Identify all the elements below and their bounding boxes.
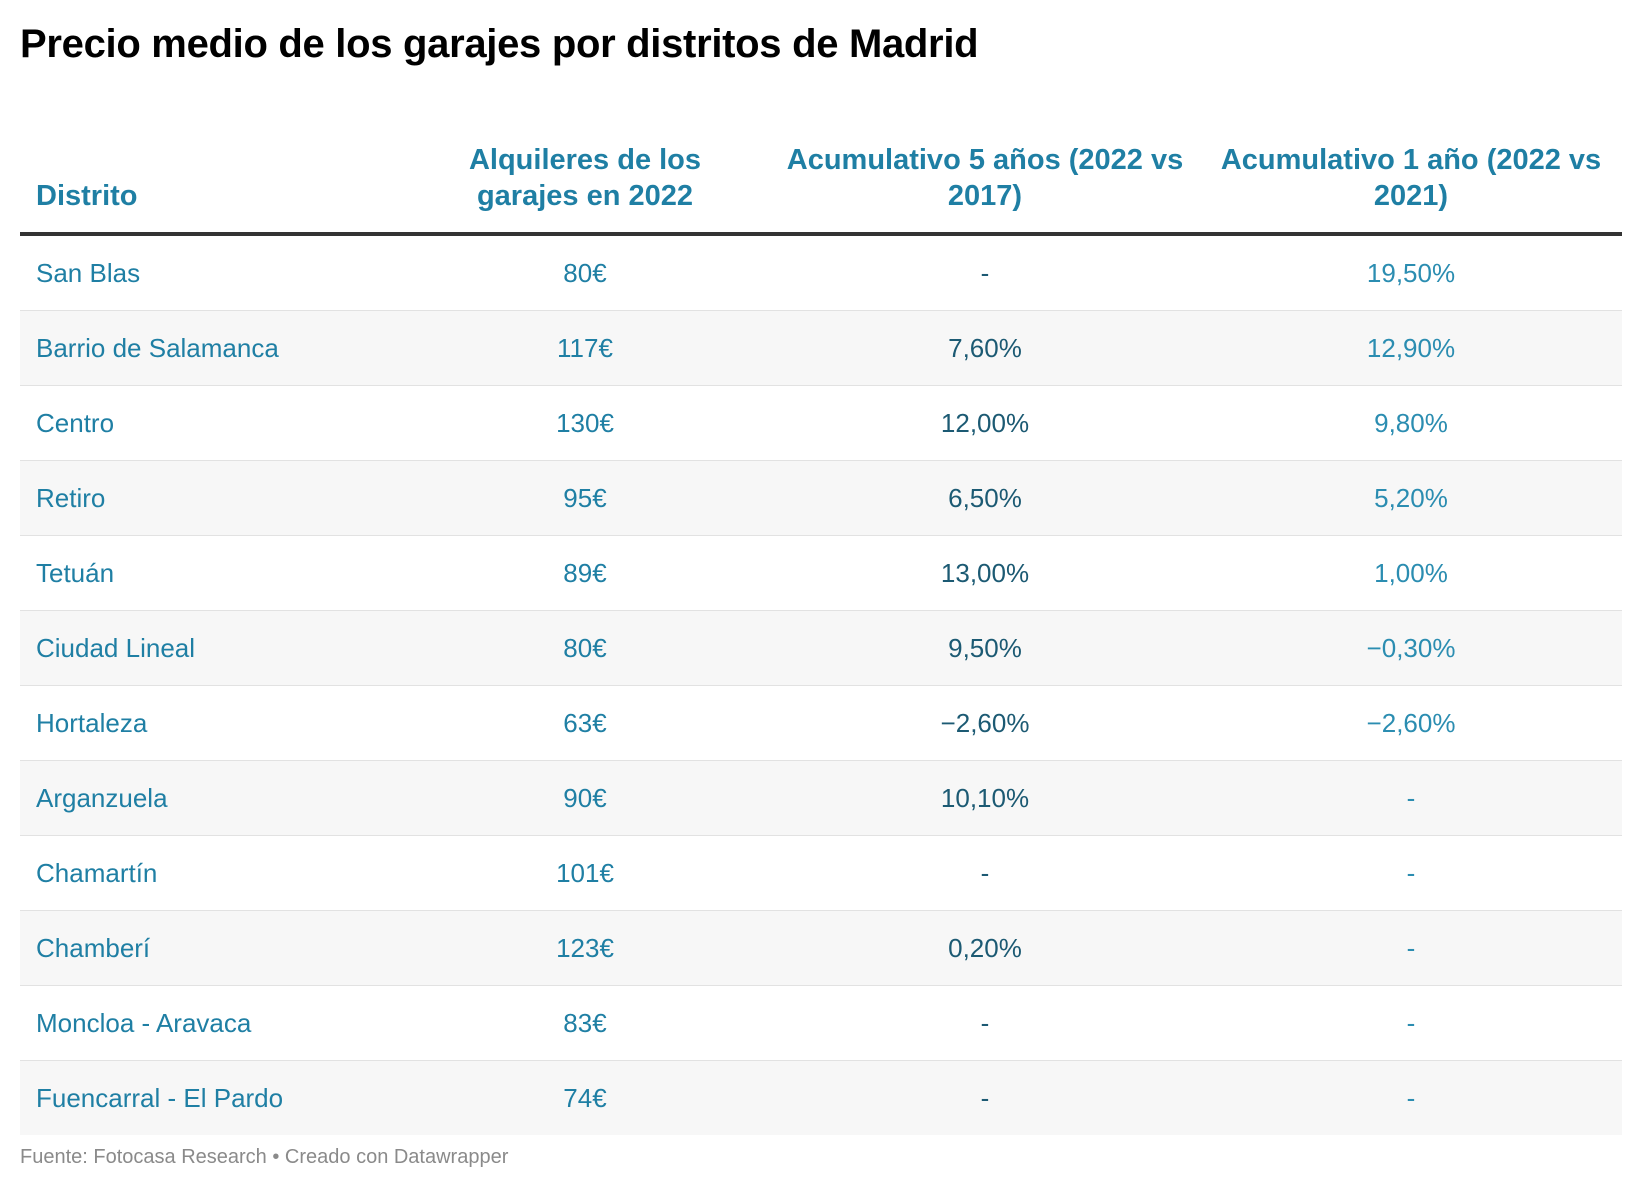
- cell-acumulativo-1-ano: 9,80%: [1200, 385, 1622, 461]
- cell-distrito: Hortaleza: [20, 685, 400, 761]
- table-row: Arganzuela 90€ 10,10% -: [20, 760, 1622, 836]
- cell-alquiler-2022: 117€: [400, 310, 770, 386]
- chart-title: Precio medio de los garajes por distrito…: [20, 22, 979, 66]
- table-row: Ciudad Lineal 80€ 9,50% −0,30%: [20, 610, 1622, 686]
- cell-acumulativo-1-ano: −2,60%: [1200, 685, 1622, 761]
- cell-acumulativo-5-anos: -: [770, 985, 1200, 1061]
- source-note: Fuente: Fotocasa Research • Creado con D…: [20, 1146, 509, 1168]
- cell-acumulativo-1-ano: 12,90%: [1200, 310, 1622, 386]
- cell-distrito: Moncloa - Aravaca: [20, 985, 400, 1061]
- cell-alquiler-2022: 74€: [400, 1060, 770, 1135]
- column-header-acumulativo-5-anos[interactable]: Acumulativo 5 años (2022 vs 2017): [770, 118, 1200, 236]
- cell-acumulativo-1-ano: -: [1200, 760, 1622, 836]
- cell-acumulativo-5-anos: 6,50%: [770, 460, 1200, 536]
- cell-distrito: San Blas: [20, 234, 400, 311]
- table-row: Retiro 95€ 6,50% 5,20%: [20, 460, 1622, 536]
- cell-alquiler-2022: 80€: [400, 610, 770, 686]
- cell-distrito: Chamartín: [20, 835, 400, 911]
- cell-acumulativo-5-anos: -: [770, 234, 1200, 311]
- table-row: San Blas 80€ -19,50%: [20, 234, 1622, 311]
- cell-acumulativo-5-anos: 9,50%: [770, 610, 1200, 686]
- table-row: Moncloa - Aravaca 83€ - -: [20, 985, 1622, 1061]
- header-row: Distrito Alquileres de los garajes en 20…: [20, 118, 1622, 236]
- table-row: Chamberí 123€ 0,20% -: [20, 910, 1622, 986]
- cell-acumulativo-1-ano: 1,00%: [1200, 535, 1622, 611]
- cell-acumulativo-1-ano: −0,30%: [1200, 610, 1622, 686]
- cell-acumulativo-1-ano: -: [1200, 1060, 1622, 1135]
- cell-alquiler-2022: 80€: [400, 234, 770, 311]
- cell-distrito: Retiro: [20, 460, 400, 536]
- cell-acumulativo-1-ano: 5,20%: [1200, 460, 1622, 536]
- table-row: Centro 130€ 12,00% 9,80%: [20, 385, 1622, 461]
- cell-acumulativo-5-anos: −2,60%: [770, 685, 1200, 761]
- table-row: Barrio de Salamanca 117€ 7,60% 12,90%: [20, 310, 1622, 386]
- cell-alquiler-2022: 123€: [400, 910, 770, 986]
- table-row: Chamartín 101€ - -: [20, 835, 1622, 911]
- cell-distrito: Arganzuela: [20, 760, 400, 836]
- cell-distrito: Fuencarral - El Pardo: [20, 1060, 400, 1135]
- data-table: Distrito Alquileres de los garajes en 20…: [20, 118, 1622, 1135]
- cell-acumulativo-1-ano: -: [1200, 985, 1622, 1061]
- cell-acumulativo-5-anos: 7,60%: [770, 310, 1200, 386]
- table-row: Tetuán 89€ 13,00% 1,00%: [20, 535, 1622, 611]
- table-row: Fuencarral - El Pardo 74€ - -: [20, 1060, 1622, 1135]
- cell-acumulativo-5-anos: -: [770, 835, 1200, 911]
- cell-acumulativo-1-ano: -: [1200, 910, 1622, 986]
- cell-distrito: Ciudad Lineal: [20, 610, 400, 686]
- cell-distrito: Barrio de Salamanca: [20, 310, 400, 386]
- cell-alquiler-2022: 63€: [400, 685, 770, 761]
- cell-distrito: Tetuán: [20, 535, 400, 611]
- cell-acumulativo-1-ano: 19,50%: [1200, 234, 1622, 311]
- cell-distrito: Chamberí: [20, 910, 400, 986]
- table-body: San Blas 80€ -19,50% Barrio de Salamanca 117…: [20, 234, 1622, 1135]
- column-header-acumulativo-1-ano[interactable]: Acumulativo 1 año (2022 vs 2021): [1200, 118, 1622, 236]
- cell-acumulativo-5-anos: 12,00%: [770, 385, 1200, 461]
- cell-alquiler-2022: 83€: [400, 985, 770, 1061]
- cell-acumulativo-5-anos: -: [770, 1060, 1200, 1135]
- column-header-distrito[interactable]: Distrito: [20, 118, 400, 236]
- cell-acumulativo-5-anos: 13,00%: [770, 535, 1200, 611]
- cell-alquiler-2022: 95€: [400, 460, 770, 536]
- cell-acumulativo-5-anos: 10,10%: [770, 760, 1200, 836]
- cell-alquiler-2022: 130€: [400, 385, 770, 461]
- cell-acumulativo-5-anos: 0,20%: [770, 910, 1200, 986]
- column-header-alquileres[interactable]: Alquileres de los garajes en 2022: [400, 118, 770, 236]
- cell-alquiler-2022: 101€: [400, 835, 770, 911]
- cell-distrito: Centro: [20, 385, 400, 461]
- cell-acumulativo-1-ano: -: [1200, 835, 1622, 911]
- cell-alquiler-2022: 90€: [400, 760, 770, 836]
- table-row: Hortaleza 63€ −2,60% −2,60%: [20, 685, 1622, 761]
- cell-alquiler-2022: 89€: [400, 535, 770, 611]
